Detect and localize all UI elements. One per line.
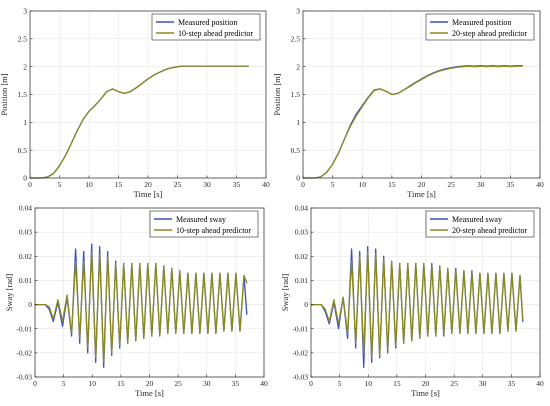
x-axis-label: Time [s] (411, 388, 440, 398)
y-tick-label: 2.5 (18, 34, 28, 43)
legend: Measured sway 20-step ahead predictor (425, 210, 535, 238)
legend-entry: 20-step ahead predictor (452, 226, 527, 235)
y-tick-label: -0.02 (292, 348, 308, 357)
y-tick-label: 0 (304, 300, 308, 309)
y-tick-label: 0.04 (19, 204, 32, 213)
legend-entry: Measured sway (452, 215, 502, 224)
y-tick-label: -0.01 (16, 324, 32, 333)
legend: Measured sway 10-step ahead predictor (149, 210, 259, 238)
legend: Measured position 20-step ahead predictor (425, 13, 535, 41)
y-tick-label: 2.5 (291, 34, 301, 43)
x-tick-label: 0 (309, 379, 313, 388)
y-tick-label: 0.03 (295, 228, 308, 237)
x-tick-label: 20 (146, 379, 154, 388)
x-tick-label: 15 (393, 379, 401, 388)
legend-entry: Measured position (452, 18, 511, 27)
x-tick-label: 35 (233, 180, 241, 189)
y-tick-label: 0 (296, 174, 300, 183)
y-tick-label: 1.5 (291, 90, 301, 99)
y-axis-label: Sway [rad] (280, 274, 290, 312)
x-tick-label: 35 (507, 180, 515, 189)
x-tick-label: 5 (58, 180, 62, 189)
series-line-predictor (302, 65, 523, 179)
y-tick-label: 0 (28, 300, 32, 309)
chart-panel-4: 0 5 10 15 20 25 30 35 40 -0.03 -0.02 -0.01 0 0.01 0.02… (280, 204, 544, 398)
legend-entry: Measured position (178, 18, 237, 27)
legend-entry: 10-step ahead predictor (176, 226, 251, 235)
y-axis-label: Position [m] (0, 73, 9, 115)
x-tick-label: 25 (174, 180, 182, 189)
x-tick-label: 30 (479, 379, 487, 388)
legend-entry: 20-step ahead predictor (452, 29, 527, 38)
x-tick-label: 20 (422, 379, 430, 388)
y-tick-label: 0.01 (19, 276, 32, 285)
y-tick-label: -0.03 (16, 373, 32, 382)
x-tick-label: 40 (260, 379, 268, 388)
y-axis-label: Sway [rad] (4, 274, 14, 312)
y-tick-label: 2 (296, 62, 300, 71)
x-tick-label: 35 (232, 379, 240, 388)
y-tick-label: 2 (23, 62, 27, 71)
y-tick-label: 0.04 (295, 204, 308, 213)
x-tick-label: 40 (536, 379, 544, 388)
y-tick-label: 0.5 (18, 146, 28, 155)
legend-box (425, 13, 535, 41)
x-tick-label: 15 (115, 180, 123, 189)
x-tick-label: 10 (89, 379, 97, 388)
y-tick-label: -0.01 (292, 324, 308, 333)
x-tick-label: 5 (338, 379, 342, 388)
x-axis-label: Time [s] (135, 388, 164, 398)
series-line-predictor (29, 65, 249, 179)
y-tick-label: 0.02 (19, 252, 32, 261)
chart-panel-3: 0 5 10 15 20 25 30 35 40 -0.03 -0.02 -0.01 0 0.01 0.02… (4, 204, 268, 398)
y-tick-label: 0.02 (295, 252, 308, 261)
y-tick-label: -0.03 (292, 373, 308, 382)
x-axis-label: Time [s] (134, 189, 163, 199)
y-tick-label: 0.03 (19, 228, 32, 237)
x-tick-label: 40 (536, 180, 544, 189)
x-tick-label: 40 (262, 180, 270, 189)
x-axis-label: Time [s] (407, 189, 436, 199)
x-tick-label: 15 (388, 180, 396, 189)
x-tick-label: 30 (203, 180, 211, 189)
x-tick-label: 25 (174, 379, 182, 388)
x-tick-label: 0 (301, 180, 305, 189)
x-tick-label: 35 (508, 379, 516, 388)
y-tick-label: 3 (23, 7, 27, 16)
x-tick-label: 0 (28, 180, 32, 189)
x-tick-label: 10 (365, 379, 373, 388)
series-line-predictor (34, 250, 248, 364)
x-tick-label: 5 (62, 379, 66, 388)
x-tick-label: 25 (447, 180, 455, 189)
legend-box (149, 210, 259, 238)
y-tick-label: 1 (23, 118, 27, 127)
x-tick-label: 25 (450, 379, 458, 388)
y-tick-label: -0.02 (16, 348, 32, 357)
x-tick-label: 30 (203, 379, 211, 388)
legend-box (425, 210, 535, 238)
y-tick-label: 0.5 (291, 146, 301, 155)
y-tick-label: 1.5 (18, 90, 28, 99)
legend-entry: Measured sway (176, 215, 226, 224)
x-tick-label: 10 (85, 180, 93, 189)
legend: Measured position 10-step ahead predictor (151, 13, 261, 41)
x-tick-label: 0 (33, 379, 37, 388)
series-line-predictor (310, 250, 524, 359)
y-tick-label: 3 (296, 7, 300, 16)
x-tick-label: 15 (117, 379, 125, 388)
legend-box (151, 13, 261, 41)
x-tick-label: 20 (144, 180, 152, 189)
x-tick-label: 10 (359, 180, 367, 189)
x-tick-label: 20 (418, 180, 426, 189)
y-tick-label: 1 (296, 118, 300, 127)
legend-entry: 10-step ahead predictor (178, 29, 253, 38)
chart-panel-1: 0 5 10 15 20 25 30 35 40 0 0.5 1 1.5 2 2.5 3 Time [s] Pos… (0, 7, 270, 199)
y-tick-label: 0 (23, 174, 27, 183)
x-tick-label: 30 (477, 180, 485, 189)
x-tick-label: 5 (331, 180, 335, 189)
chart-panel-2: 0 5 10 15 20 25 30 35 40 0 0.5 1 1.5 2 2.5 3 Time [s] Pos… (272, 7, 544, 199)
y-axis-label: Position [m] (272, 73, 282, 115)
y-tick-label: 0.01 (295, 276, 308, 285)
